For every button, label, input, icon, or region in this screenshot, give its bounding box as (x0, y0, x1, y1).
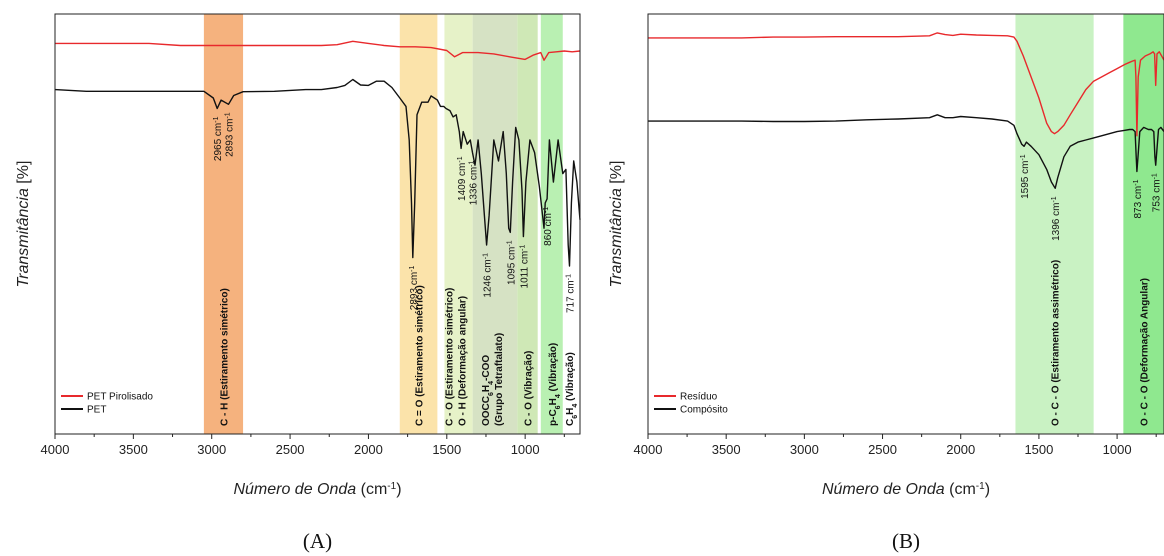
x-ticks-b: 4000 3500 3000 2500 2000 1500 1000 (634, 434, 1157, 457)
x-tick-label: 3500 (712, 442, 741, 457)
band-1 (203, 14, 244, 434)
legend-b: Resíduo Compósito (654, 392, 728, 416)
x-ticks-a: 4000 3500 3000 2500 2000 1500 1000 (41, 434, 565, 457)
band-label-2: O - C - O (Deformação Angular) (1140, 278, 1151, 426)
x-tick-label: 3000 (790, 442, 819, 457)
band-label-layer-b: O - C - O (Estiramento assimétrico) O - C… (1051, 260, 1151, 426)
series-line-res-duo (648, 32, 1164, 137)
band-label-layer-a: C - H (Estiramento simétrico) C = O (Esti… (219, 285, 578, 426)
x-tick-label: 1000 (1103, 442, 1132, 457)
x-tick-label: 2500 (868, 442, 897, 457)
band-label-1: O - C - O (Estiramento assimétrico) (1051, 260, 1062, 426)
band-label-6: p-C6H4 (Vibração) (548, 343, 562, 426)
peak-label-4: 753 cm-1 (1151, 173, 1163, 212)
series-line-comp-sito (648, 114, 1164, 190)
band-label-2: C = O (Estiramento simétrico) (415, 285, 426, 426)
series-line-pet (54, 78, 581, 267)
peak-label-4: 1409 cm-1 (457, 156, 469, 201)
band-label-3-b: O - H (Deformação angular) (458, 296, 469, 426)
legend-label-res-duo: Resíduo (680, 392, 718, 403)
peak-label-6: 1246 cm-1 (482, 253, 494, 298)
series-layer-a (54, 40, 581, 267)
x-tick-label: 4000 (41, 442, 70, 457)
band-2 (1123, 14, 1164, 434)
x-tick-label: 2000 (354, 442, 383, 457)
chart-panel-a: C - H (Estiramento simétrico) C = O (Esti… (15, 13, 581, 553)
band-layer-a (203, 14, 563, 434)
chart-panel-b: O - C - O (Estiramento assimétrico) O - C… (608, 13, 1164, 553)
peak-label-5: 1336 cm-1 (468, 161, 480, 206)
peak-label-10: 717 cm-1 (565, 274, 577, 313)
x-tick-label: 2500 (276, 442, 305, 457)
band-label-3: C - O (Estiramento simétrico) (445, 288, 456, 426)
peak-label-3: 2893 cm-1 (408, 266, 420, 311)
x-axis-title-a: Número de Onda (cm-1) (233, 481, 401, 499)
band-5 (517, 14, 538, 434)
x-tick-label: 1500 (432, 442, 461, 457)
peak-label-3: 873 cm-1 (1132, 179, 1144, 218)
x-tick-label: 3000 (197, 442, 226, 457)
band-label-4-b: (Grupo Tetraftalato) (494, 333, 505, 426)
series-layer-b (648, 32, 1164, 190)
peak-label-1: 1595 cm-1 (1020, 154, 1032, 199)
legend-a: PET Pirolisado PET (61, 392, 153, 416)
peak-label-layer-b: 1595 cm-1 1396 cm-1 873 cm-1 753 cm-1 (1020, 154, 1163, 241)
x-axis-title-b: Número de Onda (cm-1) (822, 481, 990, 499)
x-tick-label: 2000 (946, 442, 975, 457)
panel-label-a: (A) (303, 529, 332, 553)
legend-label-pet: PET (87, 405, 106, 416)
band-6 (540, 14, 563, 434)
plot-frame-a (54, 13, 581, 435)
legend-label-comp-sito: Compósito (680, 405, 728, 416)
plot-frame-b (647, 13, 1164, 435)
peak-label-2: 1396 cm-1 (1051, 196, 1063, 241)
y-axis-title-a: Transmitância [%] (15, 161, 32, 288)
peak-label-7: 1095 cm-1 (506, 240, 518, 285)
band-layer-b (1015, 14, 1164, 434)
peak-label-8: 1011 cm-1 (519, 245, 531, 289)
legend-label-pet-pirolisado: PET Pirolisado (87, 392, 153, 403)
x-tick-label: 3500 (119, 442, 148, 457)
y-axis-title-b: Transmitância [%] (608, 161, 625, 288)
band-2 (399, 14, 438, 434)
peak-label-2: 2893 cm-1 (224, 112, 236, 157)
peak-label-9: 860 cm-1 (543, 207, 555, 246)
x-tick-label: 4000 (634, 442, 663, 457)
band-label-1: C - H (Estiramento simétrico) (219, 288, 230, 426)
band-4 (472, 14, 518, 434)
x-tick-label: 1000 (511, 442, 540, 457)
panel-label-b: (B) (892, 529, 920, 553)
band-label-c6h4: C6H4 (Vibração) (565, 352, 579, 426)
band-label-5: C - O (Vibração) (524, 351, 535, 426)
series-line-pet-pirolisado (55, 40, 581, 61)
band-1 (1015, 14, 1094, 434)
band-label-4: OOCC6H4-COO (481, 355, 495, 426)
x-tick-label: 1500 (1024, 442, 1053, 457)
peak-label-1: 2965 cm-1 (213, 116, 225, 161)
band-3 (444, 14, 473, 434)
